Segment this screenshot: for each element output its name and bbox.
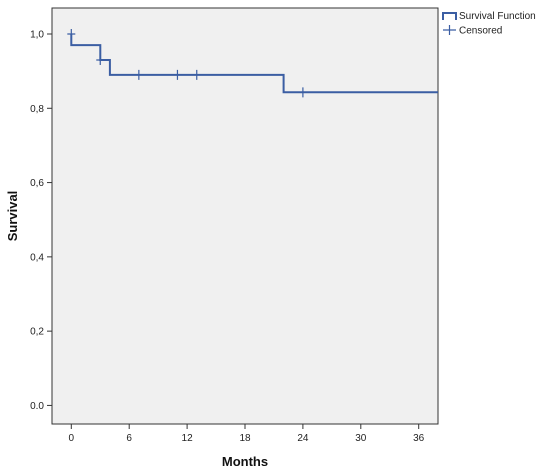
legend-survival-symbol <box>442 12 457 20</box>
legend-censor-mark <box>443 25 456 35</box>
plot-area <box>51 7 439 425</box>
legend-censored-label: Censored <box>459 26 502 37</box>
censored-mark <box>67 29 76 39</box>
x-tick-label: 36 <box>413 433 425 444</box>
censored-mark <box>173 69 182 80</box>
censored-mark <box>134 69 143 80</box>
x-tick-label: 0 <box>69 433 75 444</box>
y-axis-title: Survival <box>5 191 20 242</box>
x-tick-label: 24 <box>297 433 309 444</box>
y-tick-label: 1,0 <box>30 30 44 41</box>
x-tick-label: 18 <box>239 433 251 444</box>
y-tick-label: 0.0 <box>30 401 44 412</box>
x-ticks: 0 6 12 18 24 30 36 <box>69 424 425 444</box>
legend-censored-symbol <box>443 25 456 35</box>
y-tick-label: 0,2 <box>30 327 44 338</box>
y-tick-label: 0,8 <box>30 104 44 115</box>
survival-step-line <box>70 34 438 94</box>
legend: Survival Function Censored <box>442 11 536 37</box>
y-tick-label: 0,6 <box>30 178 44 189</box>
x-tick-label: 6 <box>126 433 132 444</box>
x-tick-label: 12 <box>182 433 194 444</box>
censored-mark <box>192 69 201 80</box>
x-tick-label: 30 <box>355 433 367 444</box>
censored-mark <box>96 55 105 65</box>
censored-mark <box>298 87 307 98</box>
y-ticks: 0.0 0,2 0,4 0,6 0,8 1,0 <box>30 30 52 412</box>
y-tick-label: 0,4 <box>30 252 44 263</box>
censored-marks <box>67 29 307 98</box>
x-axis-title: Months <box>222 454 268 469</box>
legend-survival-label: Survival Function <box>459 11 536 22</box>
